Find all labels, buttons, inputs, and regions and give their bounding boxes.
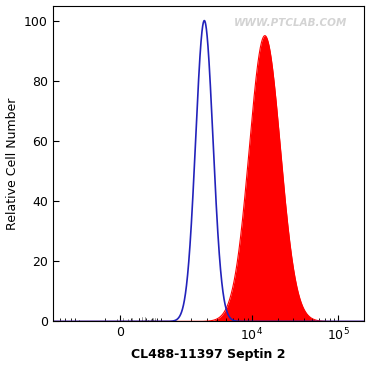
Text: WWW.PTCLAB.COM: WWW.PTCLAB.COM xyxy=(233,18,347,28)
X-axis label: CL488-11397 Septin 2: CL488-11397 Septin 2 xyxy=(131,348,286,361)
Y-axis label: Relative Cell Number: Relative Cell Number xyxy=(6,97,18,230)
